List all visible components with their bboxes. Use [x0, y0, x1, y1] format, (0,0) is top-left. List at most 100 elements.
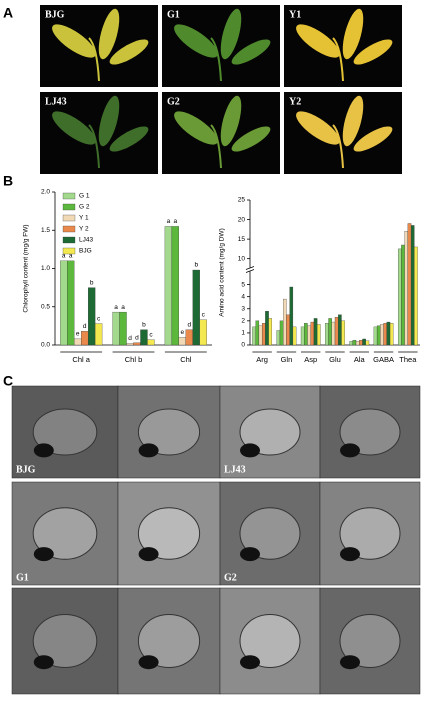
bar [265, 311, 269, 346]
legend-swatch [62, 236, 76, 244]
leaf [98, 95, 120, 147]
significance-letter: e [181, 329, 185, 336]
bar [74, 338, 82, 346]
bar [317, 324, 321, 346]
bar [94, 323, 103, 346]
bar [331, 321, 336, 346]
x-tick-label: Glu [329, 355, 341, 364]
legend-label: Y 1 [79, 215, 89, 222]
bar [401, 244, 405, 346]
legend-swatch [62, 203, 76, 211]
bar [192, 269, 200, 346]
bar [140, 329, 148, 346]
bar [365, 340, 370, 346]
significance-letter: d [83, 323, 87, 330]
organelle [33, 655, 54, 670]
x-tick-label: Gln [281, 355, 293, 364]
organelle [138, 655, 159, 670]
legend-label: G 2 [79, 204, 90, 211]
bar [386, 321, 391, 346]
organelle [339, 614, 401, 668]
bar [126, 343, 134, 346]
leaf [52, 24, 96, 58]
leaf [353, 39, 393, 65]
significance-letter: e [76, 331, 80, 338]
bar [410, 225, 415, 346]
leaf [174, 24, 218, 58]
photo-label: G2 [167, 96, 180, 107]
organelle [340, 547, 360, 562]
bar [389, 323, 394, 346]
significance-letter: c [202, 311, 206, 318]
panel-label: A [3, 5, 13, 21]
bar [313, 318, 318, 346]
x-tick-label: Asp [304, 355, 317, 364]
significance-letter: d [188, 321, 192, 328]
significance-letter: a [114, 304, 118, 311]
photo-label: Y2 [289, 96, 301, 107]
organelle [240, 443, 260, 458]
bar [255, 320, 260, 346]
bar [60, 260, 68, 346]
bar [286, 314, 290, 346]
bar [133, 342, 141, 346]
significance-letter: d [128, 335, 132, 342]
organelle [240, 547, 260, 562]
tem-label: G2 [224, 572, 237, 583]
bar [380, 324, 384, 346]
significance-letter: a [174, 218, 178, 225]
leaf [342, 95, 364, 147]
organelle [137, 614, 201, 668]
legend-label: BJG [79, 248, 92, 255]
organelle [137, 507, 201, 560]
significance-letter: c [149, 331, 153, 338]
y-tick-label: 2 [241, 318, 245, 325]
y-tick-label: 15 [238, 236, 246, 243]
organelle [32, 614, 98, 668]
leaf [342, 8, 364, 60]
photo-label: Y1 [289, 9, 301, 20]
bar [185, 329, 193, 346]
bar [199, 319, 207, 346]
bar [261, 323, 266, 346]
significance-letter: a [121, 304, 125, 311]
x-tick-label: Chl a [72, 355, 90, 364]
photo-label: G1 [167, 9, 180, 20]
bar [289, 286, 294, 346]
x-tick-label: Thea [399, 355, 417, 364]
legend-swatch [62, 214, 76, 222]
y-tick-label: 4 [241, 293, 245, 300]
x-tick-label: Chl b [125, 355, 143, 364]
bar [87, 287, 96, 346]
organelle [340, 655, 360, 670]
photo-label: LJ43 [45, 96, 67, 107]
organelle [239, 408, 301, 456]
y-tick-label: 10 [238, 255, 246, 262]
leaf [220, 95, 242, 147]
organelle [138, 547, 159, 562]
y-tick-label: 0.0 [41, 342, 50, 349]
significance-letter: b [194, 262, 198, 269]
photo-label: BJG [45, 9, 65, 20]
legend-swatch [62, 225, 76, 233]
panel-label: C [3, 373, 13, 389]
bar [268, 318, 273, 346]
organelle [239, 507, 301, 560]
tem-label: LJ43 [224, 464, 246, 475]
bar [407, 223, 412, 346]
significance-letter: a [167, 218, 171, 225]
legend-swatch [62, 247, 76, 255]
bar [307, 325, 311, 346]
bar [349, 341, 353, 346]
bar [67, 260, 75, 346]
bar [292, 326, 297, 346]
y-tick-label: 2.0 [41, 189, 50, 196]
leaf [109, 126, 149, 152]
bar [338, 314, 342, 346]
organelle [240, 655, 260, 670]
bar [81, 331, 89, 346]
tem-label: G1 [16, 572, 29, 583]
panel-label: B [3, 173, 13, 189]
x-tick-label: GABA [373, 355, 394, 364]
